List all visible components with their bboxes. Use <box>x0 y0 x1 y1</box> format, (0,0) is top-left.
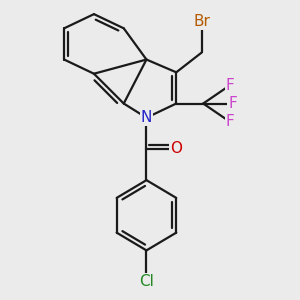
Text: Cl: Cl <box>139 274 154 289</box>
Text: F: F <box>229 96 237 111</box>
Text: N: N <box>141 110 152 125</box>
Text: O: O <box>170 141 182 156</box>
Text: F: F <box>226 115 235 130</box>
Text: F: F <box>226 78 235 93</box>
Text: Br: Br <box>194 14 210 29</box>
